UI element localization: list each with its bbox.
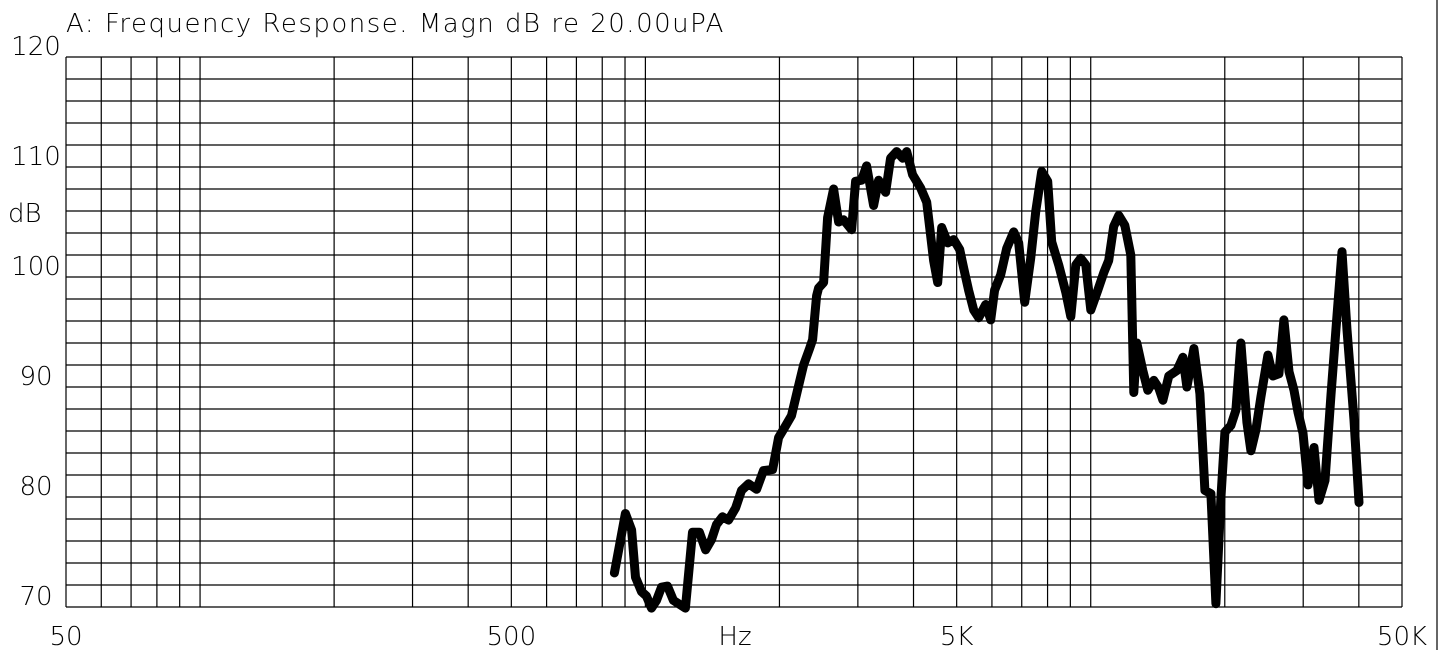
x-tick-label: 50 — [49, 622, 82, 650]
y-tick-label: 90 — [19, 362, 52, 392]
y-axis-label: dB — [8, 199, 42, 229]
response-line — [609, 147, 1364, 613]
y-tick-label: 70 — [19, 582, 52, 612]
x-axis-label: Hz — [718, 622, 751, 650]
x-tick-label: 500 — [487, 622, 537, 650]
y-tick-label: 80 — [19, 472, 52, 502]
y-tick-label: 120 — [11, 32, 61, 62]
x-tick-label: 50K — [1377, 622, 1427, 650]
y-tick-label: 110 — [11, 142, 61, 172]
x-tick-label: 5K — [940, 622, 974, 650]
chart-title: A: Frequency Response. Magn dB re 20.00u… — [66, 9, 725, 39]
y-tick-label: 100 — [11, 252, 61, 282]
